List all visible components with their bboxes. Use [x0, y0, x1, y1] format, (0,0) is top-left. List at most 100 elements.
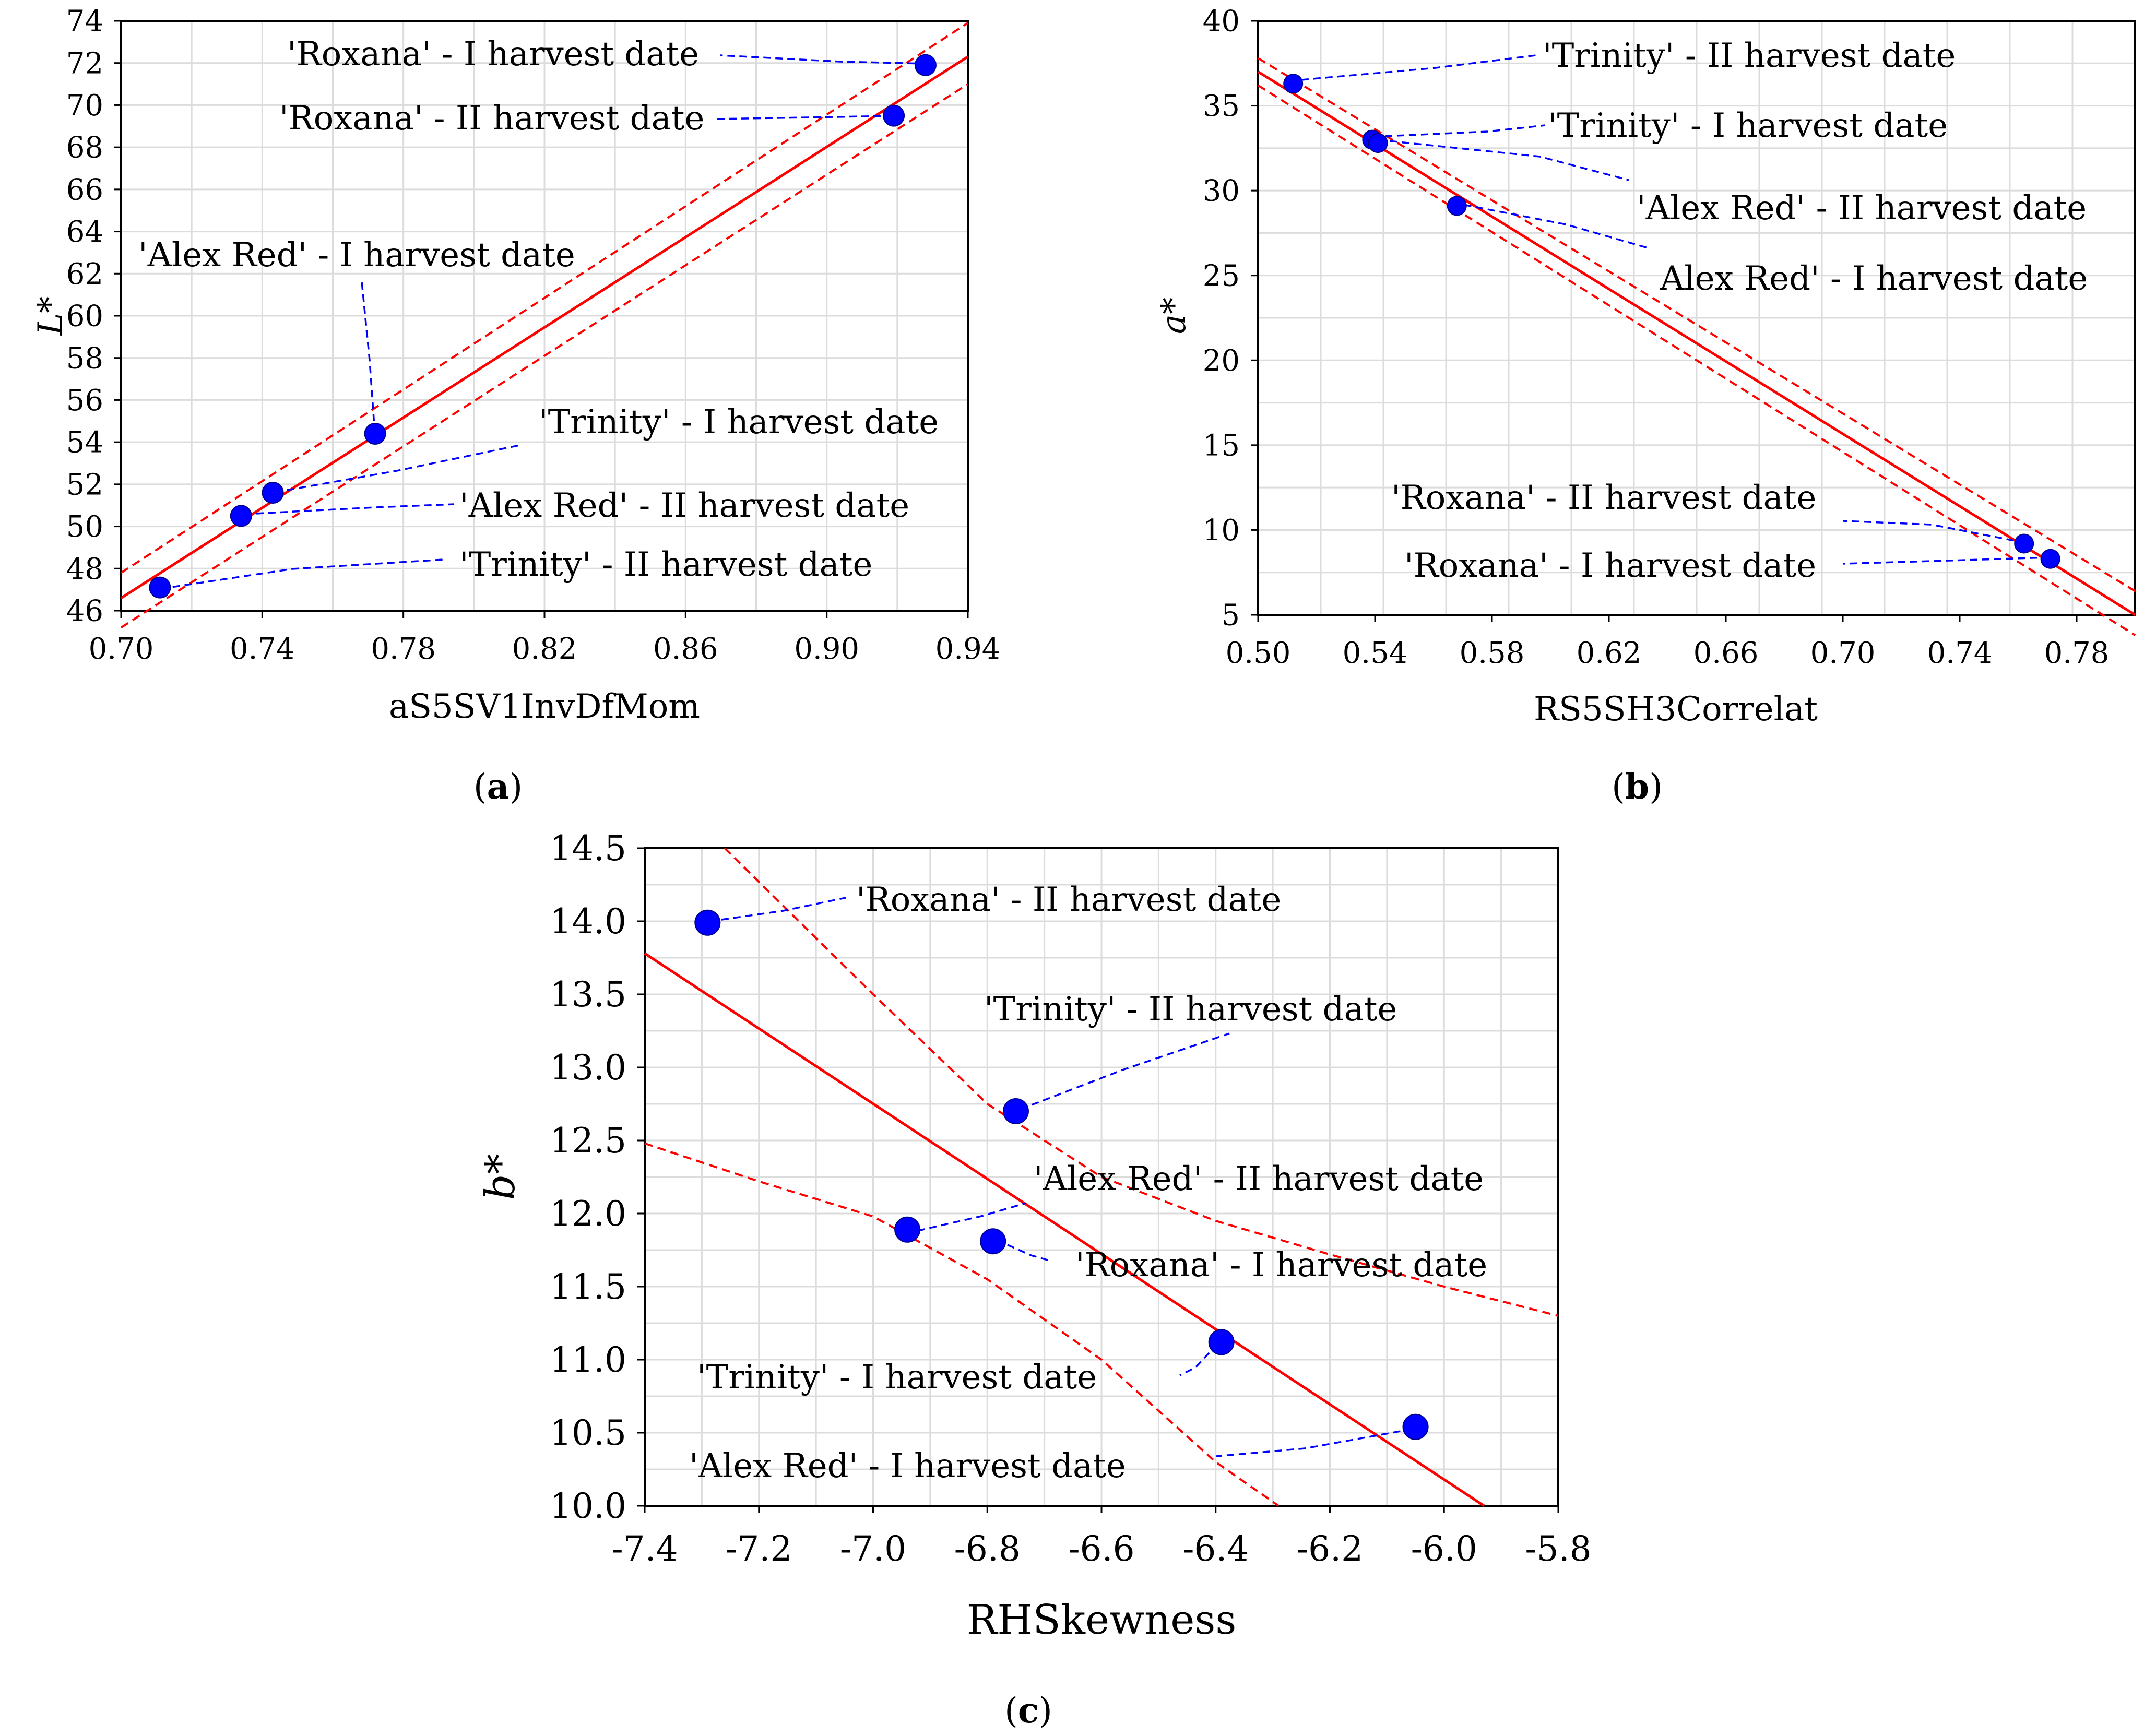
panel-c-caption-close: )	[1039, 1691, 1052, 1731]
y-tick-label: 12.5	[550, 1121, 626, 1161]
y-tick-label: 13.5	[550, 974, 626, 1015]
x-tick-label: -5.8	[1525, 1529, 1591, 1569]
x-tick-label: 0.94	[935, 632, 1001, 666]
data-point-a-2	[262, 482, 284, 504]
y-tick-label: 30	[1203, 174, 1240, 208]
leader-a-1	[244, 503, 455, 515]
y-tick-label: 46	[66, 594, 103, 628]
y-tick-label: 56	[66, 384, 103, 418]
panel-a-caption-close: )	[509, 767, 523, 807]
y-tick-label: 54	[66, 426, 103, 460]
panel-c-ci-upper	[724, 847, 1559, 1317]
data-point-b-3	[1447, 196, 1467, 216]
panel-a-x-ticks: 0.70 0.74 0.78 0.82 0.86 0.90 0.94	[89, 611, 1001, 666]
y-tick-label: 14.5	[550, 828, 626, 869]
annotation-c-0: 'Roxana' - II harvest date	[856, 881, 1281, 919]
y-tick-label: 10.5	[550, 1413, 626, 1453]
leader-b-5	[1842, 556, 2050, 565]
data-point-a-0	[149, 576, 171, 599]
panel-c-fit-line	[644, 952, 1485, 1507]
panel-b-y-ticks: 5 10 15 20 25 30 35 40	[1203, 5, 1258, 633]
annotation-b-4: 'Roxana' - II harvest date	[1391, 479, 1816, 517]
leader-a-3	[361, 281, 376, 434]
panel-a-x-axis-label: aS5SV1InvDfMom	[389, 687, 700, 726]
y-tick-label: 60	[66, 300, 103, 334]
y-tick-label: 40	[1203, 5, 1240, 39]
y-tick-label: 66	[66, 173, 103, 207]
data-point-a-3	[364, 423, 386, 445]
data-point-c-0	[694, 909, 721, 936]
data-point-c-1	[1002, 1098, 1029, 1124]
y-tick-label: 74	[66, 5, 103, 39]
data-point-a-1	[230, 505, 252, 527]
x-tick-label: 0.86	[653, 632, 718, 666]
panel-a-points	[149, 54, 937, 599]
panel-a-caption: (a)	[473, 766, 523, 807]
annotation-c-4: 'Trinity' - I harvest date	[697, 1358, 1097, 1397]
leader-a-4	[715, 115, 893, 120]
panel-a-ci-upper	[120, 22, 969, 574]
leader-b-2	[1378, 139, 1629, 181]
annotation-a-5: 'Roxana' - I harvest date	[287, 35, 699, 74]
panel-c-y-ticks: 10.0 10.5 11.0 11.5 12.0 12.5 13.0 13.5 14.0 14.5	[550, 828, 645, 1526]
y-tick-label: 48	[66, 552, 103, 586]
y-tick-label: 58	[66, 341, 103, 375]
panel-b-caption: (b)	[1612, 766, 1663, 807]
panel-b-caption-close: )	[1649, 767, 1663, 807]
annotation-a-4: 'Roxana' - II harvest date	[279, 99, 704, 138]
y-tick-label: 12.0	[550, 1194, 626, 1234]
annotation-a-2: 'Trinity' - I harvest date	[539, 403, 939, 442]
panel-b-leaders	[1289, 54, 2050, 565]
panel-a-ci-lower	[120, 83, 969, 628]
y-tick-label: 64	[66, 215, 103, 249]
data-point-c-2	[894, 1216, 921, 1243]
x-tick-label: 0.70	[1810, 636, 1876, 670]
data-point-a-5	[914, 54, 937, 76]
panel-a-caption-open: (	[473, 767, 487, 807]
panel-b-caption-open: (	[1612, 767, 1625, 807]
panel-b-ci-lower	[1257, 84, 2136, 636]
annotation-b-2: 'Alex Red' - II harvest date	[1637, 189, 2087, 228]
leader-b-0	[1289, 54, 1541, 82]
panel-b-x-axis-label: RS5SH3Correlat	[1534, 690, 1818, 729]
x-tick-label: 0.74	[230, 632, 295, 666]
panel-b-chart: 0.50 0.54 0.58 0.62 0.66 0.70 0.74 0.78 5 10 15 20…	[1155, 5, 2136, 807]
x-tick-label: 0.54	[1343, 636, 1408, 670]
panel-a-chart: 0.70 0.74 0.78 0.82 0.86 0.90 0.94 46 48 50 52 54 5…	[31, 5, 1000, 807]
panel-c-caption-open: (	[1004, 1691, 1018, 1731]
panel-c-x-ticks: -7.4 -7.2 -7.0 -6.8 -6.6 -6.4 -6.2 -6.0 -5.8	[611, 1506, 1592, 1569]
panel-b-caption-letter: b	[1625, 766, 1649, 807]
panel-c-points	[694, 909, 1429, 1440]
panel-b-plot-frame	[1257, 20, 2136, 616]
panel-a-fit-line	[120, 55, 969, 599]
panel-b-fit-line	[1257, 70, 2136, 616]
panel-c-y-axis-label: b*	[477, 1154, 524, 1200]
panel-a-y-axis-label: L*	[31, 296, 70, 336]
x-tick-label: 0.78	[2044, 636, 2110, 670]
y-tick-label: 25	[1203, 259, 1240, 293]
x-tick-label: -7.0	[840, 1529, 906, 1569]
panel-b-x-ticks: 0.50 0.54 0.58 0.62 0.66 0.70 0.74 0.78	[1226, 615, 2110, 670]
x-tick-label: 0.66	[1693, 636, 1759, 670]
y-tick-label: 14.0	[550, 901, 626, 942]
panel-a-caption-letter: a	[487, 766, 510, 807]
leader-a-2	[275, 444, 523, 493]
data-point-c-4	[1208, 1329, 1235, 1355]
x-tick-label: -6.2	[1297, 1529, 1363, 1569]
data-point-b-0	[1283, 74, 1304, 94]
panel-c-chart: -7.4 -7.2 -7.0 -6.8 -6.6 -6.4 -6.2 -6.0 -5.8 10.…	[477, 828, 1592, 1731]
x-tick-label: -6.4	[1182, 1529, 1249, 1569]
x-tick-label: -7.4	[611, 1529, 678, 1569]
y-tick-label: 13.0	[550, 1048, 626, 1088]
panel-b-ci-upper	[1257, 57, 2136, 592]
data-point-c-3	[980, 1228, 1006, 1255]
panel-b-points	[1283, 74, 2060, 569]
leader-b-3	[1452, 201, 1650, 249]
leader-a-0	[160, 558, 444, 590]
annotation-a-3: 'Alex Red' - I harvest date	[138, 236, 575, 275]
y-tick-label: 52	[66, 468, 103, 502]
panel-c-caption: (c)	[1004, 1690, 1052, 1731]
panel-a-annotations: 'Trinity' - II harvest date 'Alex Red' -…	[138, 35, 939, 584]
panel-c-leaders	[721, 897, 1413, 1457]
y-tick-label: 72	[66, 46, 103, 80]
